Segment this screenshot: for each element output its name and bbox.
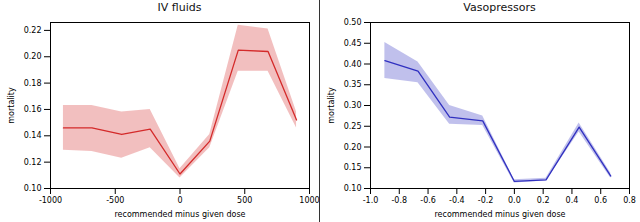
svg-text:0.0: 0.0 xyxy=(508,196,521,205)
svg-text:0: 0 xyxy=(177,196,182,205)
svg-text:recommended minus given dose: recommended minus given dose xyxy=(114,210,245,219)
svg-text:-0.4: -0.4 xyxy=(449,196,465,205)
svg-text:-0.6: -0.6 xyxy=(420,196,436,205)
svg-text:0.20: 0.20 xyxy=(24,52,42,61)
svg-text:-0.8: -0.8 xyxy=(391,196,407,205)
svg-text:-1000: -1000 xyxy=(39,196,62,205)
svg-text:0.10: 0.10 xyxy=(344,184,362,193)
svg-text:recommended minus given dose: recommended minus given dose xyxy=(434,210,565,219)
svg-text:1000: 1000 xyxy=(299,196,319,205)
svg-text:0.8: 0.8 xyxy=(623,196,636,205)
svg-text:0.20: 0.20 xyxy=(344,143,362,152)
svg-text:0.4: 0.4 xyxy=(566,196,579,205)
svg-text:0.45: 0.45 xyxy=(344,39,362,48)
svg-text:0.2: 0.2 xyxy=(537,196,550,205)
svg-text:0.10: 0.10 xyxy=(24,184,42,193)
svg-text:0.6: 0.6 xyxy=(594,196,607,205)
html-text:Vasopressors: Vasopressors xyxy=(463,1,536,14)
svg-text:0.15: 0.15 xyxy=(344,163,362,172)
svg-text:mortality: mortality xyxy=(7,87,16,124)
svg-text:0.25: 0.25 xyxy=(344,122,362,131)
svg-text:-0.2: -0.2 xyxy=(478,196,494,205)
svg-text:500: 500 xyxy=(237,196,252,205)
svg-text:0.50: 0.50 xyxy=(344,18,362,27)
html-text:IV fluids: IV fluids xyxy=(157,1,202,14)
svg-text:0.16: 0.16 xyxy=(24,105,42,114)
svg-text:mortality: mortality xyxy=(327,87,336,124)
svg-text:0.30: 0.30 xyxy=(344,101,362,110)
svg-text:0.22: 0.22 xyxy=(24,26,42,35)
svg-text:0.14: 0.14 xyxy=(24,131,42,140)
svg-text:-500: -500 xyxy=(106,196,124,205)
svg-text:0.40: 0.40 xyxy=(344,60,362,69)
svg-text:0.35: 0.35 xyxy=(344,80,362,89)
svg-text:-1.0: -1.0 xyxy=(363,196,379,205)
svg-text:0.18: 0.18 xyxy=(24,79,42,88)
svg-text:0.12: 0.12 xyxy=(24,158,42,167)
